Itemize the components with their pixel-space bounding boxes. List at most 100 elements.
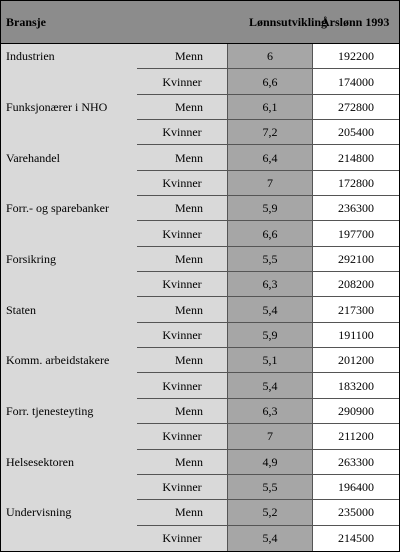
lonnsutvikling-cell: 5,9 — [262, 327, 278, 342]
table-row: Staten Menn 5,4 217300 — [1, 297, 399, 324]
lonnsutvikling-cell: 7,2 — [262, 125, 278, 140]
lonnsutvikling-cell: 6 — [267, 49, 273, 64]
table-row: Industrien Menn 6 192200 — [1, 44, 399, 70]
bransje-cell — [6, 424, 136, 449]
bransje-cell — [6, 526, 136, 551]
bransje-cell: Industrien — [6, 49, 55, 64]
bransje-column-bg — [1, 44, 137, 551]
kjonn-cell: Kvinner — [162, 125, 202, 140]
arslonn-cell: 236300 — [338, 201, 374, 216]
header-bransje: Bransje — [6, 15, 46, 29]
table-row: Kvinner 6,3 208200 — [1, 272, 399, 298]
arslonn-cell: 174000 — [338, 74, 374, 89]
lonnsutvikling-cell: 6,6 — [262, 226, 278, 241]
arslonn-column-bg — [313, 44, 399, 551]
table-header: Bransje Lønnsutvikling Årslønn 1993 — [1, 1, 399, 44]
arslonn-cell: 208200 — [338, 277, 374, 292]
kjonn-cell: Kvinner — [162, 429, 202, 444]
kjonn-cell: Menn — [175, 302, 203, 317]
kjonn-cell: Menn — [175, 150, 203, 165]
table-row: Kvinner 6,6 174000 — [1, 69, 399, 96]
table-body: Industrien Menn 6 192200 Kvinner 6,6 174000 Fun… — [1, 44, 399, 551]
arslonn-cell: 217300 — [338, 302, 374, 317]
lonnsutvikling-cell: 6,6 — [262, 74, 278, 89]
lonnsutvikling-cell: 6,1 — [262, 99, 278, 114]
table-row: Kvinner 6,6 197700 — [1, 221, 399, 248]
bransje-cell: Helsesektoren — [6, 454, 74, 469]
bransje-cell — [6, 475, 136, 500]
lonnsutvikling-cell: 7 — [267, 175, 273, 190]
kjonn-cell: Menn — [175, 251, 203, 266]
kjonn-cell: Kvinner — [162, 378, 202, 393]
lonnsutvikling-cell: 6,4 — [262, 150, 278, 165]
table-row: Kvinner 5,4 214500 — [1, 526, 399, 551]
arslonn-cell: 272800 — [338, 99, 374, 114]
table-row: Kvinner 7 211200 — [1, 424, 399, 450]
lonnsutvikling-cell: 5,5 — [262, 251, 278, 266]
bransje-cell: Undervisning — [6, 505, 72, 520]
arslonn-cell: 183200 — [338, 378, 374, 393]
bransje-cell — [6, 272, 136, 297]
bransje-cell: Funksjonærer i NHO — [6, 99, 108, 114]
lonnsutvikling-cell: 6,3 — [262, 403, 278, 418]
arslonn-cell: 192200 — [338, 49, 374, 64]
kjonn-cell: Kvinner — [162, 480, 202, 495]
table-row: Forsikring Menn 5,5 292100 — [1, 247, 399, 273]
kjonn-cell: Menn — [175, 505, 203, 520]
bransje-cell: Forr. tjenesteyting — [6, 403, 94, 418]
kjonn-cell: Kvinner — [162, 74, 202, 89]
arslonn-cell: 290900 — [338, 403, 374, 418]
kjonn-cell: Menn — [175, 99, 203, 114]
bransje-cell — [6, 69, 136, 94]
kjonn-cell: Kvinner — [162, 226, 202, 241]
table-row: Helsesektoren Menn 4,9 263300 — [1, 450, 399, 476]
lonnsutvikling-cell: 5,4 — [262, 302, 278, 317]
lonnsutvikling-cell: 5,9 — [262, 201, 278, 216]
table-row: Kvinner 7 172800 — [1, 171, 399, 197]
arslonn-cell: 191100 — [338, 327, 374, 342]
lonnsutvikling-cell: 5,5 — [262, 480, 278, 495]
bransje-cell: Forsikring — [6, 251, 57, 266]
kjonn-cell: Menn — [175, 49, 203, 64]
table-row: Forr. tjenesteyting Menn 6,3 290900 — [1, 399, 399, 425]
arslonn-cell: 197700 — [338, 226, 374, 241]
kjonn-cell: Menn — [175, 454, 203, 469]
table-row: Undervisning Menn 5,2 235000 — [1, 500, 399, 526]
arslonn-cell: 172800 — [338, 175, 374, 190]
arslonn-cell: 211200 — [338, 429, 374, 444]
bransje-cell — [6, 323, 136, 348]
arslonn-cell: 292100 — [338, 251, 374, 266]
lonnsutvikling-cell: 5,4 — [262, 378, 278, 393]
header-lonnsutvikling: Lønnsutvikling — [249, 15, 328, 29]
lonnsutvikling-column-bg — [227, 44, 313, 551]
lonnsutvikling-cell: 4,9 — [262, 454, 278, 469]
lonnsutvikling-cell: 5,1 — [262, 353, 278, 368]
kjonn-cell: Kvinner — [162, 175, 202, 190]
table-row: Kvinner 5,4 183200 — [1, 373, 399, 400]
lonnsutvikling-cell: 7 — [267, 429, 273, 444]
bransje-cell — [6, 171, 136, 196]
lonnsutvikling-cell: 6,3 — [262, 277, 278, 292]
arslonn-cell: 196400 — [338, 480, 374, 495]
arslonn-cell: 214500 — [338, 530, 374, 545]
arslonn-cell: 235000 — [338, 505, 374, 520]
bransje-cell — [6, 120, 136, 145]
table-row: Kvinner 5,5 196400 — [1, 475, 399, 501]
table-row: Kvinner 7,2 205400 — [1, 120, 399, 146]
bransje-cell: Varehandel — [6, 150, 60, 165]
table-row: Funksjonærer i NHO Menn 6,1 272800 — [1, 95, 399, 121]
arslonn-cell: 201200 — [338, 353, 374, 368]
table-row: Komm. arbeidstakere Menn 5,1 201200 — [1, 348, 399, 374]
table-row: Forr.- og sparebanker Menn 5,9 236300 — [1, 196, 399, 222]
kjonn-cell: Menn — [175, 353, 203, 368]
kjonn-column-bg — [137, 44, 227, 551]
kjonn-cell: Menn — [175, 403, 203, 418]
kjonn-cell: Kvinner — [162, 277, 202, 292]
table-row: Varehandel Menn 6,4 214800 — [1, 145, 399, 172]
bransje-cell: Forr.- og sparebanker — [6, 201, 109, 216]
lonnsutvikling-cell: 5,2 — [262, 505, 278, 520]
arslonn-cell: 205400 — [338, 125, 374, 140]
table-row: Kvinner 5,9 191100 — [1, 323, 399, 349]
kjonn-cell: Kvinner — [162, 327, 202, 342]
